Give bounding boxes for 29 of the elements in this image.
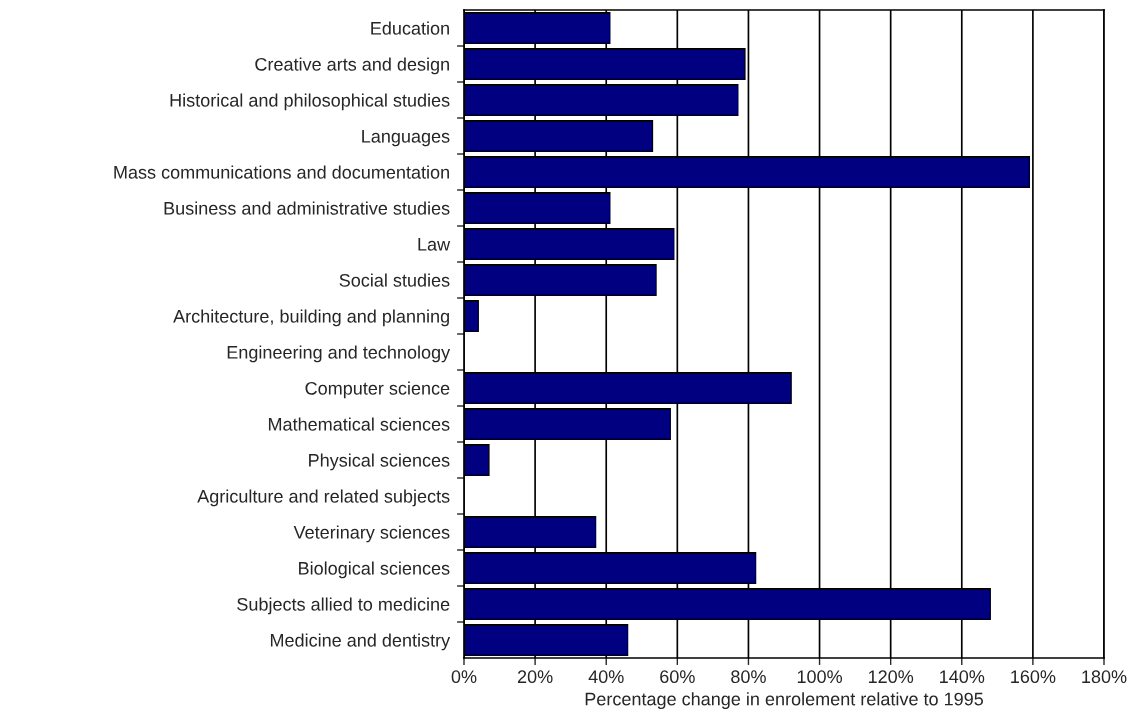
x-tick-label: 20% <box>517 670 553 684</box>
y-tick-label: Mass communications and documentation <box>114 165 449 179</box>
x-axis-title: Percentage change in enrolement relative to 1995 <box>585 692 984 710</box>
y-tick-label: Mathematical sciences <box>268 417 450 431</box>
y-tick-label: Languages <box>362 130 450 147</box>
y-tick-label: Historical and philosophical studies <box>170 93 450 111</box>
x-tick-label: 100% <box>797 670 842 684</box>
y-tick-label: Law <box>418 238 451 251</box>
y-tick-label: Physical sciences <box>309 453 450 471</box>
x-tick-label: 60% <box>660 670 695 684</box>
y-tick-label: Computer science <box>305 381 450 399</box>
y-tick-label: Creative arts and design <box>255 57 449 75</box>
y-tick-label: Architecture, building and planning <box>173 309 449 327</box>
x-tick-label: 40% <box>588 670 624 684</box>
y-tick-label: Biological sciences <box>299 561 450 579</box>
x-tick-label: 140% <box>940 670 985 684</box>
y-tick-label: Medicine and dentistry <box>270 633 451 651</box>
y-tick-label: Engineering and technology <box>227 345 451 363</box>
y-tick-label: Agriculture and related subjects <box>197 489 450 507</box>
x-tick-label: 180% <box>1082 670 1127 684</box>
y-tick-label: Social studies <box>339 273 450 287</box>
y-tick-label: Business and administrative studies <box>164 201 450 215</box>
y-tick-label: Subjects allied to medicine <box>237 597 450 615</box>
x-tick-label: 80% <box>731 670 766 684</box>
y-tick-label: Veterinary sciences <box>293 525 450 543</box>
y-tick-label: Education <box>371 21 449 35</box>
x-tick-label: 120% <box>868 670 914 684</box>
x-tick-label: 160% <box>1011 670 1056 684</box>
x-tick-label: 0% <box>451 670 477 684</box>
